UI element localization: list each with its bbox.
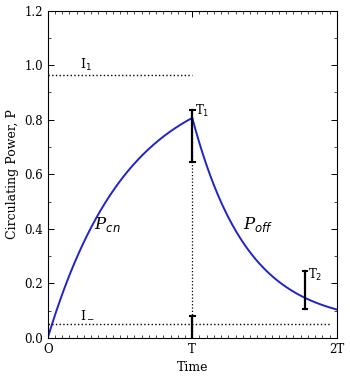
Text: P$_{off}$: P$_{off}$ (243, 215, 273, 234)
Text: I$_-$: I$_-$ (79, 307, 94, 321)
Text: P$_{cn}$: P$_{cn}$ (94, 215, 120, 234)
Text: I$_1$: I$_1$ (79, 56, 91, 73)
X-axis label: Time: Time (176, 361, 208, 374)
Y-axis label: Circulating Power, P: Circulating Power, P (6, 109, 19, 239)
Text: T$_2$: T$_2$ (308, 267, 323, 283)
Text: T$_1$: T$_1$ (195, 103, 210, 119)
